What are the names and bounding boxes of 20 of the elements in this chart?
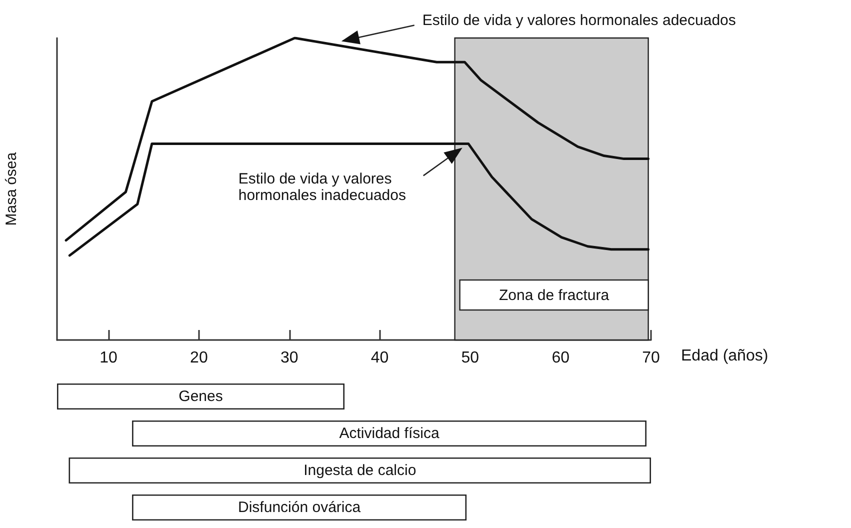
x-tick-label: 10: [100, 350, 118, 366]
text: Estilo de vida y valores hormonales adecuados: [422, 12, 736, 30]
bar: [132, 420, 646, 446]
x-tick-label: 50: [461, 350, 480, 366]
x-tick-label: 40: [370, 350, 389, 366]
series-label: Estilo de vida y valores hormonales inadecuados: [238, 170, 406, 204]
bar: [68, 458, 651, 484]
bar: [57, 384, 345, 410]
x-tick-label: 70: [642, 350, 660, 366]
y-tick-label: Actividad física: [339, 425, 440, 442]
x-tick-label: 30: [280, 350, 298, 366]
x-axis-title: Edad (años): [681, 348, 768, 364]
y-tick-label: Genes: [178, 388, 223, 405]
band-label: Zona de fractura: [499, 287, 610, 304]
x-tick-label: 20: [190, 350, 208, 366]
bar: [132, 494, 467, 520]
y-axis-title: Masa ósea: [3, 152, 20, 226]
y-tick-label: Ingesta de calcio: [304, 462, 416, 479]
x-tick-label: 60: [552, 350, 570, 366]
y-tick-label: Disfunción ovárica: [238, 499, 362, 516]
